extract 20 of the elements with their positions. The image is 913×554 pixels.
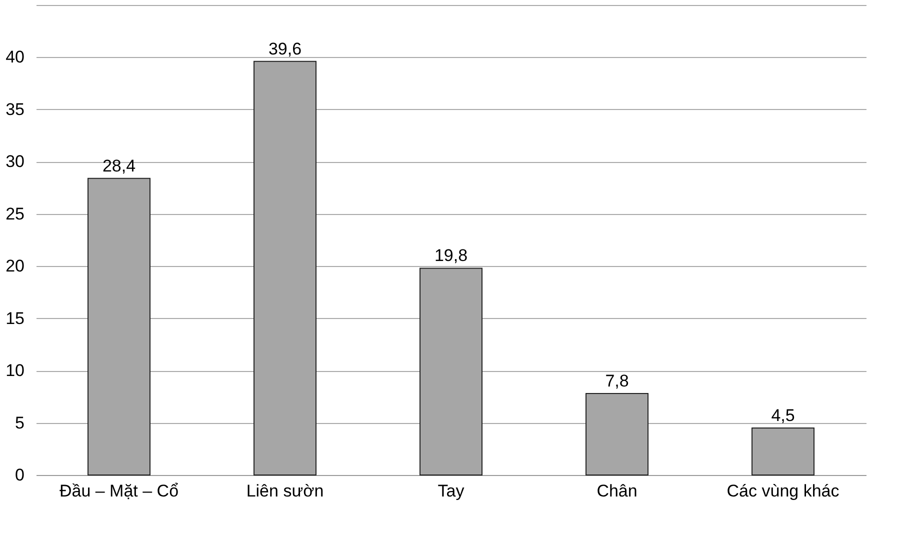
y-tick-label: 15 [6,308,24,328]
y-tick-label: 25 [6,204,24,224]
x-tick-label: Đầu – Mặt – Cổ [59,482,179,500]
y-tick-label: 10 [6,361,24,380]
y-tick-label: 40 [6,48,24,67]
y-tick-label: 35 [6,100,24,119]
data-label: 19,8 [434,246,468,266]
y-tick-label: 0 [15,466,24,484]
y-tick-label: 5 [15,413,24,432]
x-tick-label: Liên sườn [246,482,324,500]
y-tick-label: 30 [6,152,24,172]
data-label: 28,4 [102,156,136,176]
data-label: 39,6 [268,39,302,58]
x-tick-label: Các vùng khác [726,482,840,500]
bar [752,428,814,476]
x-tick-label: Chân [596,482,638,500]
data-label: 7,8 [605,372,629,391]
x-tick-label: Tay [438,482,465,500]
data-label: 4,5 [771,406,795,425]
y-tick-label: 20 [6,256,24,276]
